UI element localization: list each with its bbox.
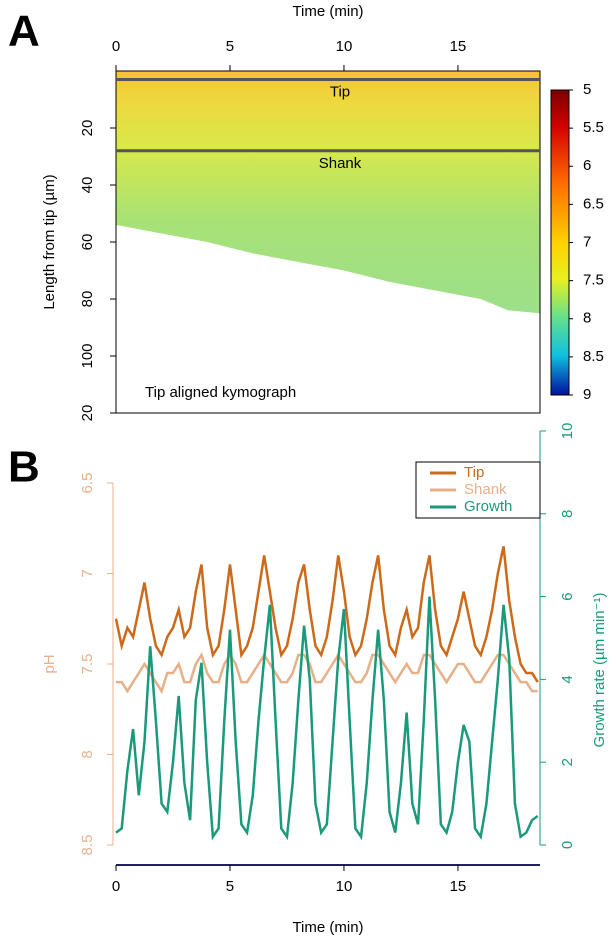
panel-label: A xyxy=(8,7,40,56)
y2-tick-label: 8 xyxy=(559,510,576,518)
legend-label: Shank xyxy=(464,481,507,498)
y2-tick-label: 10 xyxy=(559,423,576,440)
colorbar-label: 6.5 xyxy=(583,195,604,212)
legend-label: Growth xyxy=(464,498,512,515)
y-tick-label: 100 xyxy=(79,343,96,368)
y2-tick-label: 4 xyxy=(559,675,576,683)
y-tick-label: 20 xyxy=(79,405,96,422)
x-axis-title: Time (min) xyxy=(292,3,363,20)
legend-label: Tip xyxy=(464,464,484,481)
y2-tick-label: 0 xyxy=(559,841,576,849)
x-tick-label: 0 xyxy=(112,38,120,55)
x-tick-label: 10 xyxy=(336,878,353,895)
y-tick-label: 7 xyxy=(79,569,96,577)
colorbar-label: 5 xyxy=(583,81,591,98)
y-axis-title: Length from tip (µm) xyxy=(41,174,58,309)
colorbar-label: 7 xyxy=(583,233,591,250)
colorbar-label: 8.5 xyxy=(583,348,604,365)
colorbar-label: 6 xyxy=(583,157,591,174)
y-axis-title: pH xyxy=(41,654,58,673)
colorbar-label: 9 xyxy=(583,386,591,403)
y-tick-label: 80 xyxy=(79,291,96,308)
colorbar xyxy=(550,89,570,396)
x-tick-label: 15 xyxy=(450,878,467,895)
colorbar-label: 8 xyxy=(583,310,591,327)
x-tick-label: 5 xyxy=(226,38,234,55)
colorbar-label: 7.5 xyxy=(583,272,604,289)
x-tick-label: 0 xyxy=(112,878,120,895)
y2-axis-title: Growth rate (µm min⁻¹) xyxy=(591,593,608,748)
region-label: Tip xyxy=(330,84,350,101)
y-tick-label: 6.5 xyxy=(79,473,96,494)
x-tick-label: 10 xyxy=(336,38,353,55)
x-tick-label: 15 xyxy=(450,38,467,55)
y2-tick-label: 2 xyxy=(559,758,576,766)
x-tick-label: 5 xyxy=(226,878,234,895)
y-tick-label: 7.5 xyxy=(79,654,96,675)
kymograph xyxy=(116,71,540,314)
y-tick-label: 40 xyxy=(79,177,96,194)
region-label: Shank xyxy=(319,155,362,172)
annotation: Tip aligned kymograph xyxy=(145,384,296,401)
panel-label: B xyxy=(8,443,40,492)
y-tick-label: 8 xyxy=(79,750,96,758)
y-tick-label: 20 xyxy=(79,120,96,137)
series-line xyxy=(116,651,538,695)
series-line xyxy=(115,596,539,841)
x-axis-title: Time (min) xyxy=(292,919,363,936)
y2-tick-label: 6 xyxy=(559,592,576,600)
y-tick-label: 60 xyxy=(79,234,96,251)
colorbar-label: 5.5 xyxy=(583,119,604,136)
y-tick-label: 8.5 xyxy=(79,835,96,856)
series-line xyxy=(114,546,539,683)
